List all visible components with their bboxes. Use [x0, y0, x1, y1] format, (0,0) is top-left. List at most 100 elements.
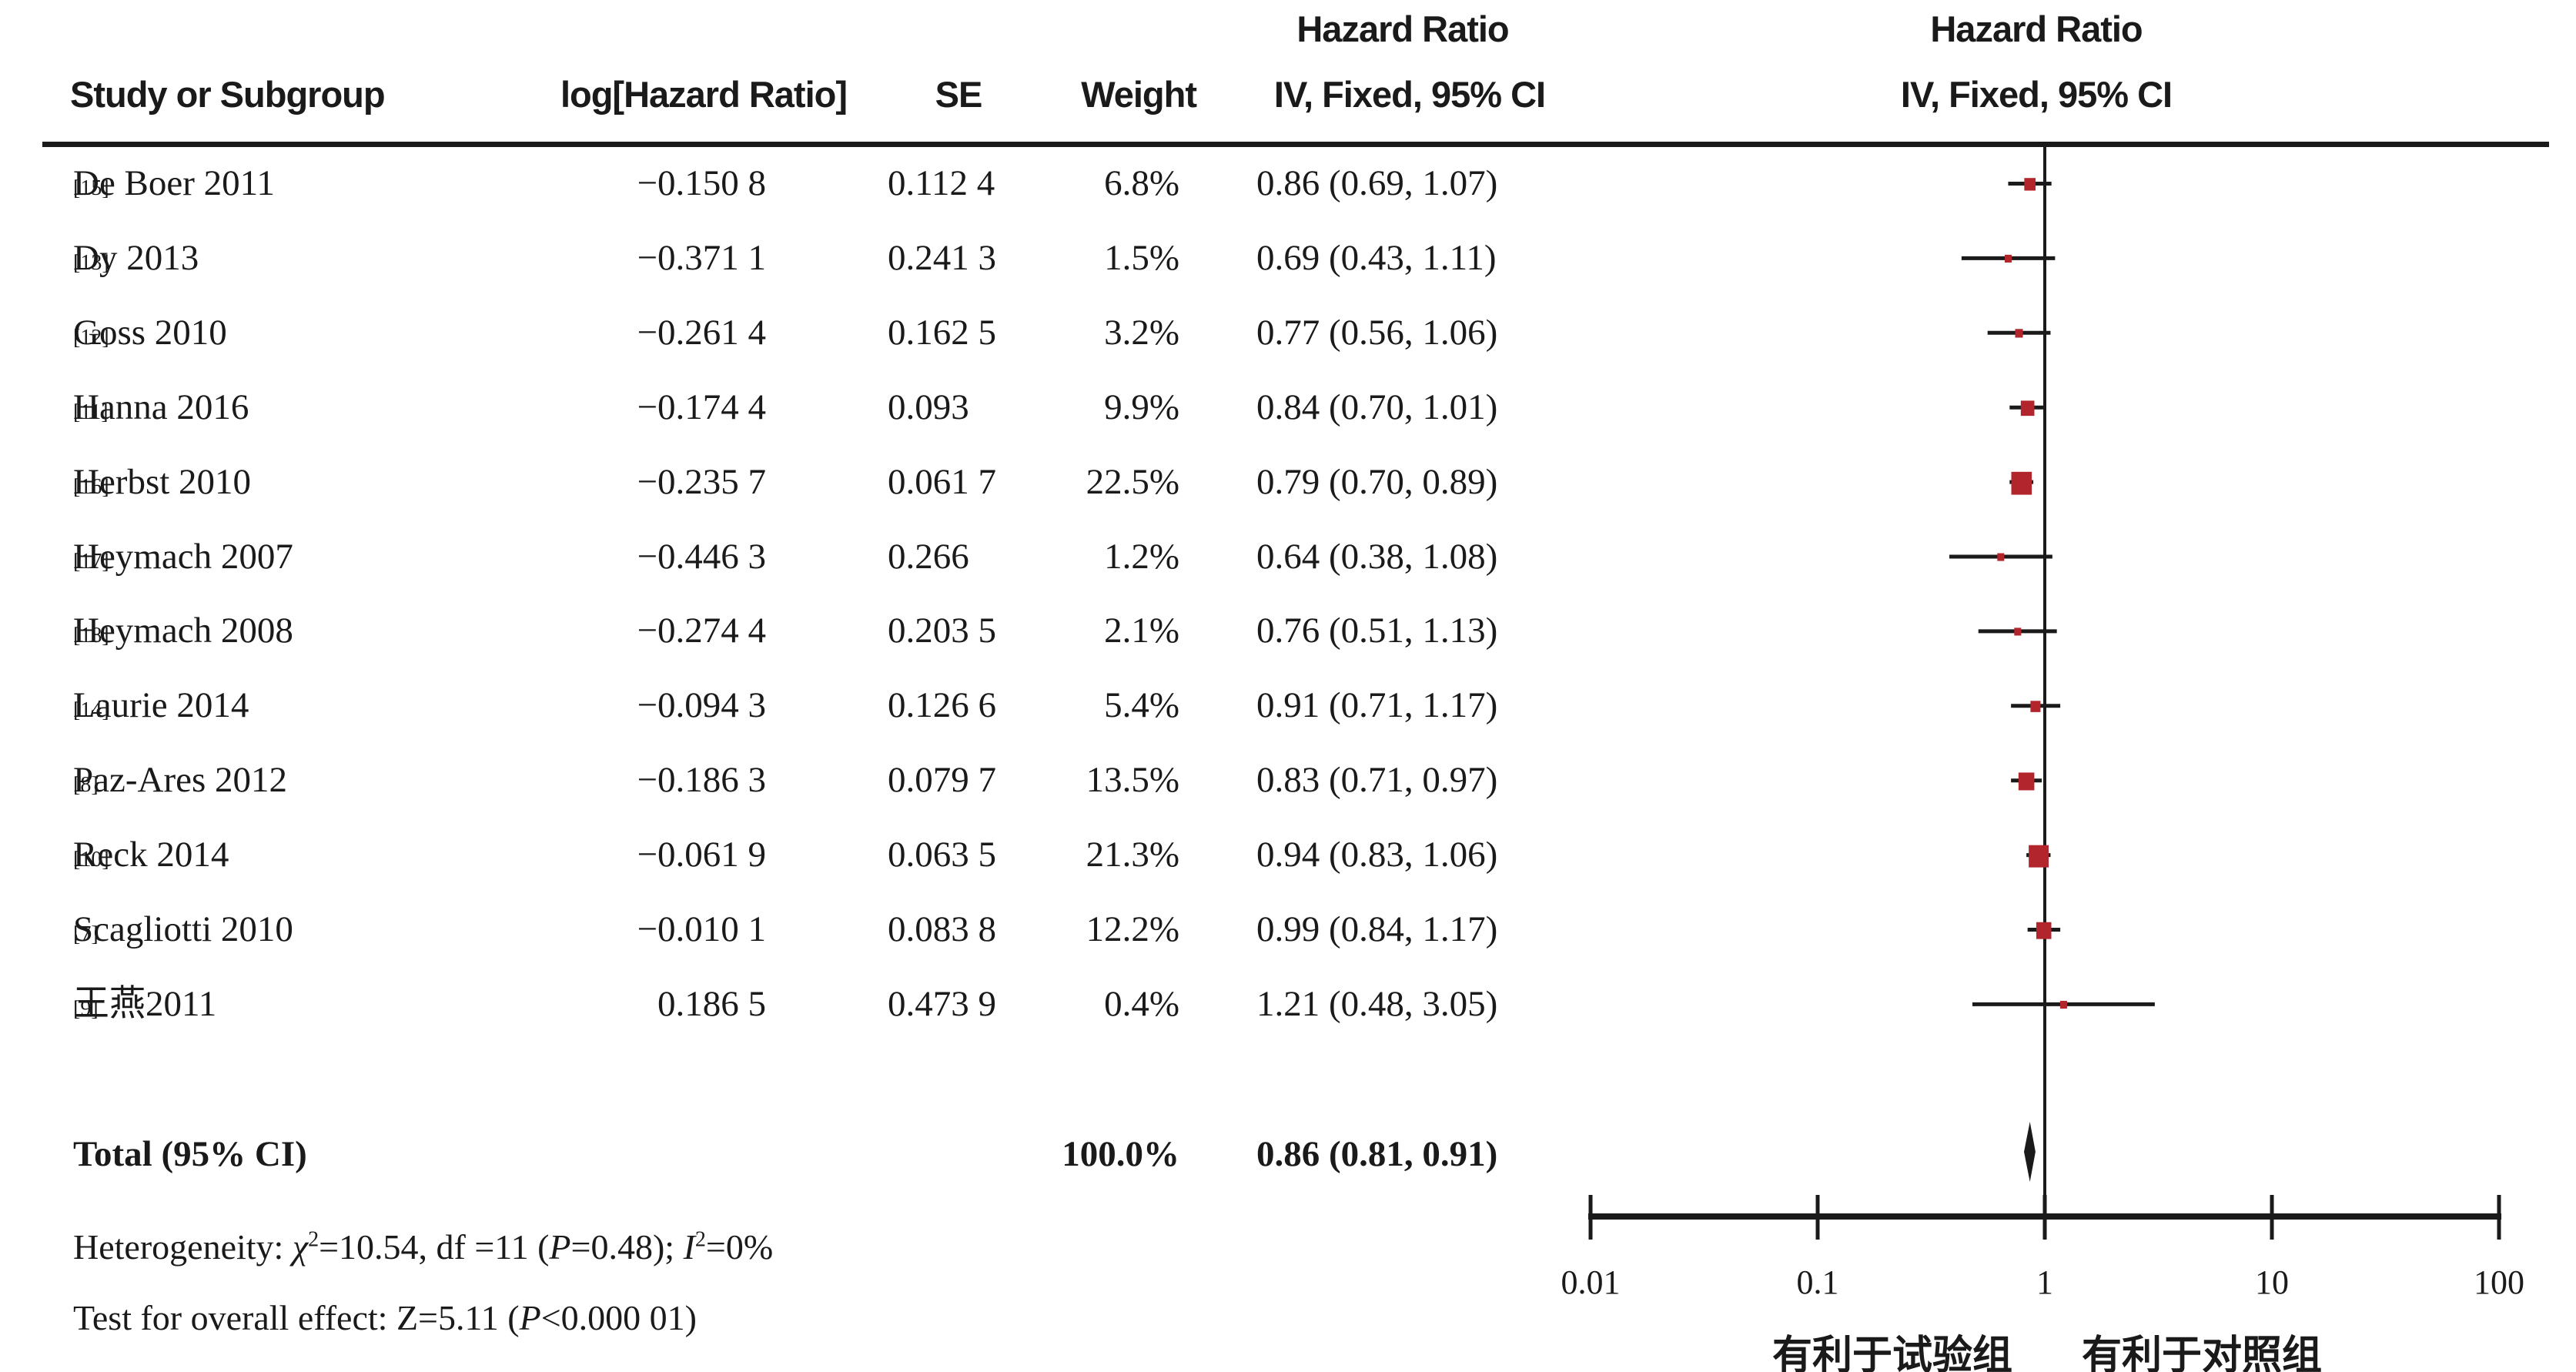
se-value: 0.112 4 — [888, 163, 995, 203]
weight-value: 9.9% — [1104, 387, 1179, 427]
log-hazard-ratio-value: −0.174 4 — [637, 387, 766, 427]
column-header-loghr: log[Hazard Ratio] — [560, 74, 848, 115]
ci-value: 0.76 (0.51, 1.13) — [1256, 611, 1498, 651]
effect-square — [2030, 701, 2041, 712]
se-value: 0.126 6 — [888, 685, 996, 726]
study-reference-superscript: [9] — [73, 996, 99, 1021]
effect-square — [1997, 553, 2005, 561]
total-ci: 0.86 (0.81, 0.91) — [1256, 1134, 1498, 1174]
log-hazard-ratio-value: −0.261 4 — [637, 312, 766, 353]
favors-experimental-label: 有利于试验组 — [1772, 1334, 2012, 1372]
log-hazard-ratio-value: −0.446 3 — [637, 536, 766, 577]
se-value: 0.241 3 — [888, 237, 996, 278]
se-value: 0.093 — [888, 387, 969, 427]
study-reference-superscript: [17] — [73, 549, 109, 574]
favors-control-label: 有利于对照组 — [2082, 1334, 2322, 1372]
study-reference-superscript: [10] — [73, 848, 109, 872]
column-header-ci: IV, Fixed, 95% CI — [1273, 74, 1546, 115]
study-reference-superscript: [13] — [73, 250, 109, 275]
effect-square — [2018, 772, 2035, 791]
study-reference-superscript: [15] — [73, 176, 109, 200]
study-reference-superscript: [18] — [73, 624, 109, 648]
study-name: De Boer 2011 — [73, 163, 275, 203]
weight-value: 1.2% — [1104, 536, 1179, 577]
total-row: Total (95% CI) 100.0% 0.86 (0.81, 0.91) — [0, 1117, 1617, 1192]
left-panel-title: Hazard Ratio — [1296, 8, 1509, 49]
se-value: 0.061 7 — [888, 461, 996, 502]
pooled-diamond — [2024, 1122, 2036, 1182]
study-row: Herbst 2010 [16] −0.235 7 0.061 7 22.5% 0… — [0, 445, 1617, 520]
heterogeneity-text: Heterogeneity: χ2=10.54, df =11 (P=0.48)… — [73, 1227, 774, 1267]
effect-square — [2029, 845, 2049, 868]
column-header-weight: Weight — [1081, 74, 1197, 115]
study-name: Scagliotti 2010 — [73, 909, 293, 949]
study-row: Heymach 2008 [18] −0.274 4 0.203 5 2.1% 0… — [0, 594, 1617, 668]
log-hazard-ratio-value: −0.010 1 — [637, 909, 766, 949]
study-row: Dy 2013 [13] −0.371 1 0.241 3 1.5% 0.69 (… — [0, 221, 1617, 296]
log-hazard-ratio-value: −0.235 7 — [637, 461, 766, 502]
weight-value: 5.4% — [1104, 685, 1179, 726]
log-hazard-ratio-value: −0.150 8 — [637, 163, 766, 203]
total-weight: 100.0% — [1062, 1134, 1179, 1174]
study-reference-superscript: [16] — [73, 474, 109, 499]
total-label: Total (95% CI) — [73, 1134, 307, 1174]
column-header-plot-ci: IV, Fixed, 95% CI — [1900, 74, 2173, 115]
study-row: Paz-Ares 2012 [8] −0.186 3 0.079 7 13.5% … — [0, 743, 1617, 818]
overall-effect-text: Test for overall effect: Z=5.11 (P<0.000… — [73, 1298, 697, 1337]
study-row: Heymach 2007 [17] −0.446 3 0.266 1.2% 0.6… — [0, 520, 1617, 594]
effect-square — [2011, 471, 2032, 495]
ci-value: 0.91 (0.71, 1.17) — [1256, 685, 1498, 726]
right-panel-title: Hazard Ratio — [1930, 8, 2143, 49]
ci-value: 0.83 (0.71, 0.97) — [1256, 760, 1498, 801]
study-name: Goss 2010 — [73, 312, 227, 353]
weight-value: 3.2% — [1104, 312, 1179, 353]
column-header-study: Study or Subgroup — [70, 74, 386, 115]
weight-value: 2.1% — [1104, 611, 1179, 651]
se-value: 0.063 5 — [888, 835, 996, 875]
effect-square — [2024, 178, 2036, 191]
effect-square — [2020, 400, 2035, 417]
se-value: 0.203 5 — [888, 611, 996, 651]
column-header-se: SE — [935, 74, 983, 115]
study-name: Hanna 2016 — [73, 387, 249, 427]
study-name: Heymach 2007 — [73, 536, 293, 577]
ci-value: 0.99 (0.84, 1.17) — [1256, 909, 1498, 949]
ci-value: 0.69 (0.43, 1.11) — [1256, 237, 1497, 278]
ci-value: 0.79 (0.70, 0.89) — [1256, 461, 1498, 502]
ci-value: 1.21 (0.48, 3.05) — [1256, 983, 1498, 1024]
study-row: Scagliotti 2010 [7] −0.010 1 0.083 8 12.2… — [0, 892, 1617, 967]
effect-square — [2004, 254, 2012, 263]
study-name: Heymach 2008 — [73, 611, 293, 651]
log-hazard-ratio-value: −0.371 1 — [637, 237, 766, 278]
ci-value: 0.94 (0.83, 1.06) — [1256, 835, 1498, 875]
study-reference-superscript: [12] — [73, 325, 109, 350]
study-reference-superscript: [8] — [73, 773, 99, 798]
se-value: 0.079 7 — [888, 760, 996, 801]
effect-square — [2036, 922, 2052, 939]
weight-value: 6.8% — [1104, 163, 1179, 203]
study-name: Dy 2013 — [73, 237, 199, 278]
ci-value: 0.77 (0.56, 1.06) — [1256, 312, 1498, 353]
header-divider-rule — [42, 142, 2549, 147]
log-hazard-ratio-value: 0.186 5 — [657, 983, 766, 1024]
study-reference-superscript: [14] — [73, 698, 109, 723]
x-tick-label: 100 — [2474, 1263, 2524, 1301]
study-row: Laurie 2014 [14] −0.094 3 0.126 6 5.4% 0.… — [0, 668, 1617, 743]
study-name: Paz-Ares 2012 — [73, 760, 288, 801]
x-tick-label: 10 — [2255, 1263, 2289, 1301]
study-row: De Boer 2011 [15] −0.150 8 0.112 4 6.8% 0… — [0, 146, 1617, 221]
study-name: 王燕2011 — [73, 983, 217, 1024]
effect-square — [2059, 1000, 2067, 1009]
weight-value: 12.2% — [1086, 909, 1179, 949]
x-tick-label: 1 — [2036, 1263, 2053, 1301]
weight-value: 21.3% — [1086, 835, 1179, 875]
x-tick-label: 0.01 — [1561, 1263, 1621, 1301]
effect-square — [2015, 329, 2023, 338]
study-row: 王燕2011 [9] 0.186 5 0.473 9 0.4% 1.21 (0.4… — [0, 967, 1617, 1042]
se-value: 0.473 9 — [888, 983, 996, 1024]
weight-value: 0.4% — [1104, 983, 1179, 1024]
log-hazard-ratio-value: −0.061 9 — [637, 835, 766, 875]
weight-value: 1.5% — [1104, 237, 1179, 278]
study-reference-superscript: [11] — [73, 400, 109, 424]
